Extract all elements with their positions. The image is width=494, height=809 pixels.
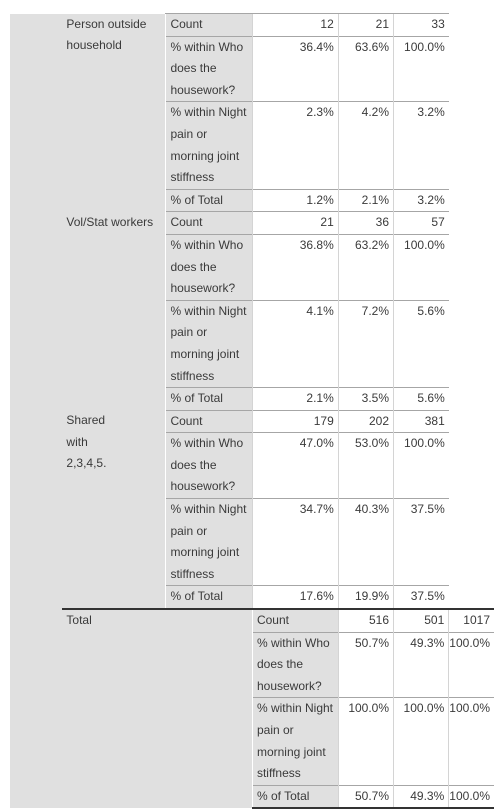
group-label: Person outside household bbox=[62, 13, 166, 212]
table-cell: 100.0% bbox=[448, 631, 494, 698]
stat-label: % of Total bbox=[165, 387, 253, 411]
table-cell: 63.6% bbox=[337, 35, 394, 102]
table-cell: 100.0% bbox=[448, 784, 494, 809]
stat-label: % within Who does the housework? bbox=[165, 432, 253, 499]
table-cell: 5.6% bbox=[393, 387, 449, 411]
table-cell: 100.0% bbox=[393, 432, 449, 499]
stat-label: Count bbox=[165, 13, 253, 37]
stat-label: Count bbox=[251, 608, 339, 633]
table-cell: 2.1% bbox=[337, 188, 394, 212]
table-cell: 2.1% bbox=[251, 387, 339, 411]
table-cell: 36.8% bbox=[251, 233, 339, 301]
table-cell: 50.7% bbox=[337, 631, 394, 698]
crosstab-table: Person outside household Count 12 21 33 … bbox=[10, 13, 494, 809]
stat-label: Count bbox=[165, 211, 253, 235]
table-cell: 100.0% bbox=[393, 35, 449, 102]
stat-label: % within Who does the housework? bbox=[165, 35, 253, 102]
table-cell: 49.3% bbox=[393, 631, 449, 698]
table-cell: 5.6% bbox=[393, 299, 449, 388]
table-cell: 516 bbox=[337, 608, 394, 633]
total-label: Total bbox=[62, 608, 166, 809]
table-cell: 47.0% bbox=[251, 432, 339, 499]
table-cell: 1017 bbox=[448, 608, 494, 633]
table-cell: 202 bbox=[337, 409, 394, 433]
table-cell: 4.2% bbox=[337, 101, 394, 190]
table-cell: 53.0% bbox=[337, 432, 394, 499]
table-cell: 19.9% bbox=[337, 585, 394, 610]
stat-label: Count bbox=[165, 409, 253, 433]
stat-label: % within Who does the housework? bbox=[165, 233, 253, 301]
table-cell: 37.5% bbox=[393, 498, 449, 586]
table-cell: 3.2% bbox=[393, 188, 449, 212]
table-cell: 12 bbox=[251, 13, 339, 37]
table-cell: 33 bbox=[393, 13, 449, 37]
table-cell: 3.5% bbox=[337, 387, 394, 411]
stat-label: % within Night pain or morning joint sti… bbox=[165, 498, 253, 586]
table-cell: 34.7% bbox=[251, 498, 339, 586]
table-cell: 1.2% bbox=[251, 188, 339, 212]
table-cell: 381 bbox=[393, 409, 449, 433]
table-cell: 63.2% bbox=[337, 233, 394, 301]
table-cell: 50.7% bbox=[337, 784, 394, 809]
table-cell: 40.3% bbox=[337, 498, 394, 586]
table-cell: 7.2% bbox=[337, 299, 394, 388]
table-cell: 4.1% bbox=[251, 299, 339, 388]
stat-label: % within Who does the housework? bbox=[251, 631, 339, 698]
table-cell: 37.5% bbox=[393, 585, 449, 610]
row-var-cell bbox=[10, 13, 63, 809]
stat-label: % within Night pain or morning joint sti… bbox=[165, 299, 253, 388]
table-cell: 49.3% bbox=[393, 784, 449, 809]
table-cell: 36 bbox=[337, 211, 394, 235]
table-cell: 36.4% bbox=[251, 35, 339, 102]
table-cell: 21 bbox=[337, 13, 394, 37]
table-cell: 3.2% bbox=[393, 101, 449, 190]
table-cell: 179 bbox=[251, 409, 339, 433]
table-cell: 21 bbox=[251, 211, 339, 235]
stat-label: % of Total bbox=[251, 784, 339, 809]
total-spacer bbox=[165, 608, 253, 809]
group-label: Shared with 2,3,4,5. bbox=[62, 410, 166, 610]
stat-label: % of Total bbox=[165, 585, 253, 610]
table-cell: 17.6% bbox=[251, 585, 339, 610]
table-cell: 100.0% bbox=[393, 233, 449, 301]
table-cell: 2.3% bbox=[251, 101, 339, 190]
table-cell: 501 bbox=[393, 608, 449, 633]
stat-label: % of Total bbox=[165, 188, 253, 212]
group-label: Vol/Stat workers bbox=[62, 211, 166, 411]
stat-label: % within Night pain or morning joint sti… bbox=[165, 101, 253, 190]
table-cell: 57 bbox=[393, 211, 449, 235]
